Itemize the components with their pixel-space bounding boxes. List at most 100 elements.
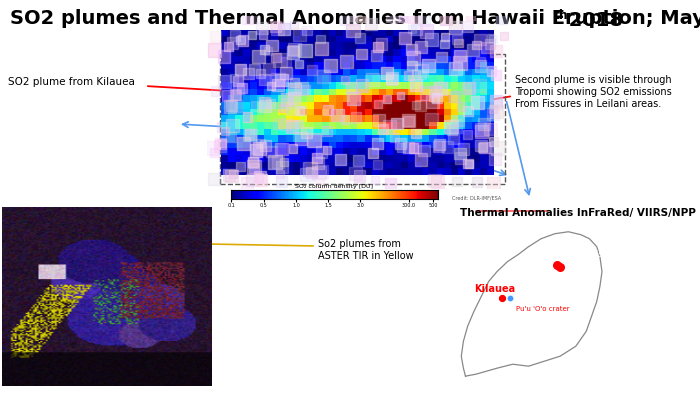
- Point: [306, 169, 317, 175]
- Point: [367, 76, 378, 82]
- Point: [351, 114, 362, 121]
- Point: [455, 155, 466, 161]
- Point: [347, 14, 358, 20]
- Point: [254, 146, 265, 152]
- Point: [255, 70, 266, 76]
- Point: [498, 33, 510, 39]
- Point: [225, 134, 237, 141]
- Point: [488, 138, 499, 144]
- Point: [475, 143, 486, 149]
- Text: th: th: [554, 9, 568, 22]
- Point: [453, 117, 464, 123]
- Point: [237, 37, 248, 43]
- Point: [251, 103, 262, 109]
- Point: [403, 145, 414, 151]
- Point: [294, 108, 305, 114]
- Point: [289, 46, 300, 53]
- Point: [312, 155, 323, 161]
- Point: [242, 15, 253, 22]
- Point: [395, 140, 406, 147]
- Point: [415, 102, 426, 109]
- Point: [377, 126, 388, 132]
- Point: [398, 15, 409, 21]
- Point: [253, 174, 265, 180]
- Point: [449, 93, 460, 100]
- Point: [237, 85, 248, 91]
- Point: [228, 75, 239, 81]
- Point: [227, 40, 238, 46]
- Point: [244, 132, 256, 138]
- Point: [411, 26, 422, 33]
- Point: [270, 54, 281, 61]
- Point: [407, 62, 418, 69]
- Point: [479, 121, 490, 127]
- Point: [235, 37, 246, 43]
- Point: [286, 107, 297, 113]
- Point: [370, 177, 381, 184]
- Point: [354, 35, 365, 41]
- Point: [254, 174, 265, 180]
- Point: [452, 178, 463, 185]
- Point: [491, 100, 502, 106]
- Point: [406, 46, 417, 53]
- Point: [293, 121, 304, 127]
- Point: [326, 63, 337, 69]
- Point: [287, 50, 298, 56]
- Point: [410, 145, 421, 151]
- Point: [260, 143, 271, 149]
- Point: [279, 159, 290, 165]
- Point: [206, 145, 217, 151]
- Text: Pu'u 'O'o crater: Pu'u 'O'o crater: [516, 307, 570, 312]
- Point: [347, 27, 358, 33]
- Point: [356, 51, 367, 57]
- Point: [371, 52, 382, 58]
- Point: [308, 137, 319, 143]
- Point: [504, 296, 515, 302]
- Point: [472, 99, 483, 106]
- Point: [301, 171, 312, 178]
- Text: 2018: 2018: [562, 11, 623, 30]
- Point: [209, 47, 220, 53]
- Point: [442, 144, 453, 150]
- Point: [251, 144, 262, 151]
- Point: [230, 92, 241, 98]
- Point: [266, 148, 277, 154]
- Point: [445, 123, 456, 130]
- Point: [458, 146, 470, 152]
- Point: [382, 70, 393, 76]
- Bar: [215, 29, 510, 189]
- Point: [209, 149, 220, 156]
- Point: [485, 126, 496, 132]
- Point: [408, 55, 419, 61]
- Point: [244, 131, 255, 138]
- Point: [440, 16, 452, 22]
- Point: [340, 77, 351, 83]
- Point: [276, 77, 287, 83]
- Point: [403, 118, 414, 124]
- Point: [289, 86, 300, 92]
- Point: [251, 147, 262, 154]
- Point: [471, 42, 482, 48]
- Point: [274, 57, 286, 63]
- Point: [482, 44, 493, 50]
- Point: [486, 68, 497, 74]
- Point: [492, 145, 503, 151]
- Point: [232, 78, 243, 84]
- Point: [468, 47, 479, 53]
- Point: [223, 171, 235, 178]
- Point: [226, 102, 237, 108]
- Point: [426, 36, 438, 43]
- Point: [409, 14, 420, 20]
- Point: [410, 130, 421, 137]
- Point: [209, 176, 220, 182]
- Point: [479, 144, 490, 151]
- Point: [321, 147, 332, 153]
- Point: [439, 41, 450, 47]
- Point: [253, 54, 264, 60]
- Point: [385, 180, 396, 187]
- Point: [353, 157, 364, 164]
- Point: [223, 44, 234, 50]
- Point: [221, 93, 232, 99]
- Point: [316, 149, 327, 155]
- Point: [416, 67, 427, 74]
